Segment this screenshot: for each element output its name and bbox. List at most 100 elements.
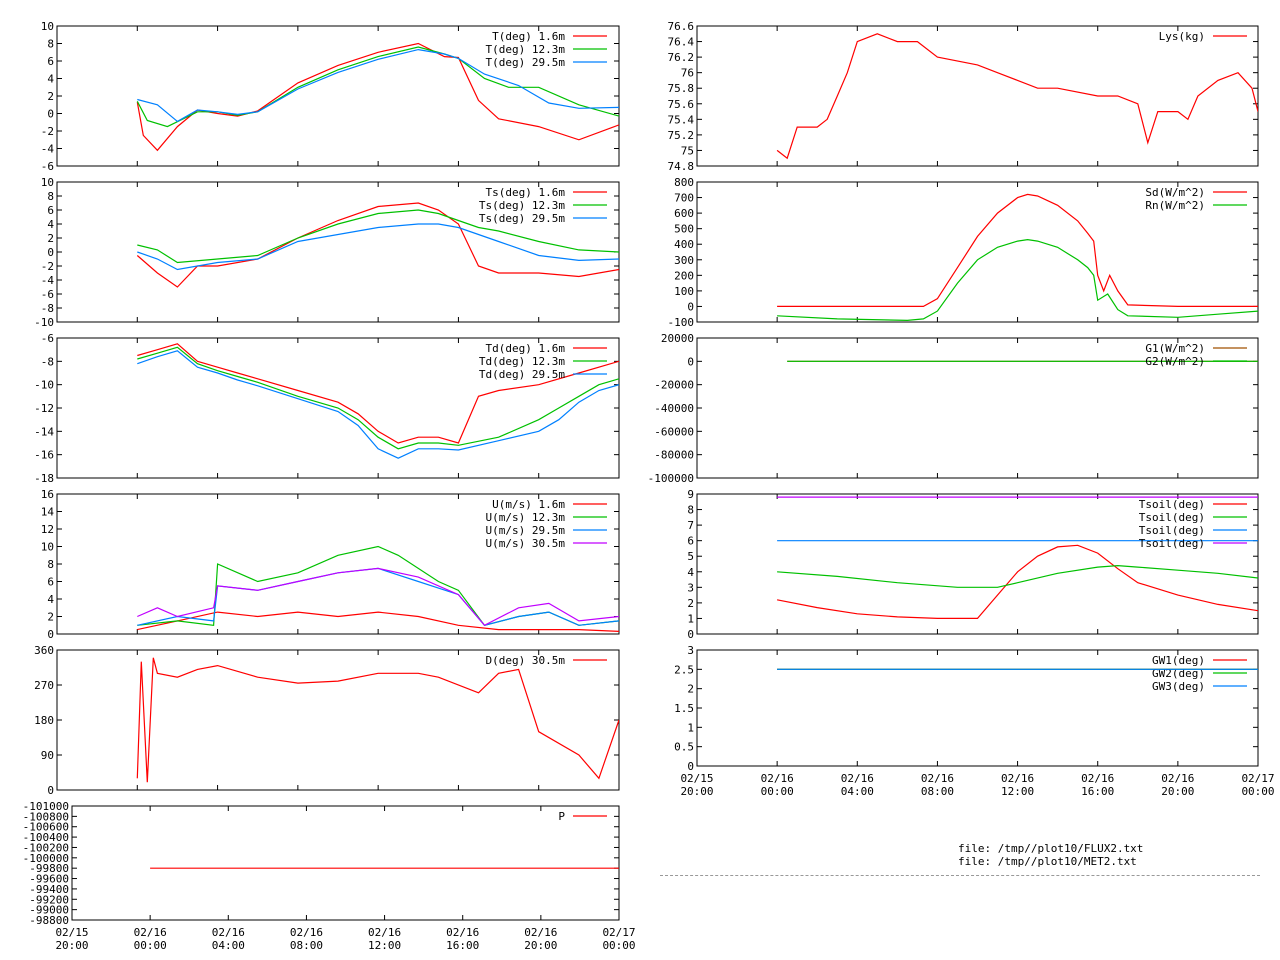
x-tick-time: 00:00 bbox=[134, 939, 167, 952]
y-tick-label: -40000 bbox=[654, 402, 694, 415]
y-tick-label: 7 bbox=[687, 519, 694, 532]
y-tick-label: 9 bbox=[687, 488, 694, 501]
x-tick-time: 12:00 bbox=[1001, 785, 1034, 798]
legend-label: Rn(W/m^2) bbox=[1145, 199, 1205, 212]
x-tick-date: 02/16 bbox=[134, 926, 167, 939]
legend-label: D(deg) 30.5m bbox=[486, 654, 566, 667]
legend-label: T(deg) 29.5m bbox=[486, 56, 566, 69]
x-tick-date: 02/16 bbox=[921, 772, 954, 785]
y-tick-label: 5 bbox=[687, 550, 694, 563]
y-tick-label: -60000 bbox=[654, 425, 694, 438]
x-tick-date: 02/17 bbox=[602, 926, 635, 939]
y-tick-label: 3 bbox=[687, 581, 694, 594]
file-label-met: file: /tmp//plot10/MET2.txt bbox=[958, 855, 1137, 868]
y-tick-label: -100 bbox=[668, 316, 695, 329]
y-tick-label: 4 bbox=[47, 73, 54, 86]
y-tick-label: -100600 bbox=[23, 821, 69, 834]
y-tick-label: 0.5 bbox=[674, 741, 694, 754]
x-tick-date: 02/16 bbox=[446, 926, 479, 939]
plot-frame bbox=[696, 25, 1259, 167]
series-line-0 bbox=[136, 42, 619, 152]
legend-label: G1(W/m^2) bbox=[1145, 342, 1205, 355]
legend-label: T(deg) 12.3m bbox=[486, 43, 566, 56]
x-tick-date: 02/16 bbox=[1001, 772, 1034, 785]
y-tick-label: 1 bbox=[687, 612, 694, 625]
y-tick-label: 76.4 bbox=[668, 36, 695, 49]
y-tick-label: 76.6 bbox=[668, 20, 695, 33]
legend-label: Tsoil(deg) bbox=[1139, 511, 1205, 524]
y-tick-label: -80000 bbox=[654, 449, 694, 462]
y-tick-label: -100200 bbox=[23, 841, 69, 854]
legend-label: T(deg) 1.6m bbox=[492, 30, 565, 43]
y-tick-label: 2 bbox=[687, 597, 694, 610]
x-tick-date: 02/15 bbox=[680, 772, 713, 785]
y-tick-label: 75.2 bbox=[668, 129, 695, 142]
y-tick-label: 0 bbox=[687, 760, 694, 773]
y-tick-label: -100000 bbox=[23, 852, 69, 865]
legend-label: U(m/s) 30.5m bbox=[486, 537, 566, 550]
y-tick-label: -99600 bbox=[29, 873, 69, 886]
x-tick-time: 20:00 bbox=[1161, 785, 1194, 798]
x-tick-time: 16:00 bbox=[446, 939, 479, 952]
y-tick-label: 12 bbox=[41, 523, 54, 536]
y-tick-label: -14 bbox=[34, 425, 54, 438]
y-tick-label: -10 bbox=[34, 379, 54, 392]
y-tick-label: -12 bbox=[34, 402, 54, 415]
y-tick-label: -99400 bbox=[29, 883, 69, 896]
x-tick-time: 20:00 bbox=[680, 785, 713, 798]
legend-label: Td(deg) 29.5m bbox=[479, 368, 565, 381]
x-tick-time: 08:00 bbox=[290, 939, 323, 952]
legend-label: Ts(deg) 1.6m bbox=[486, 186, 566, 199]
x-tick-time: 00:00 bbox=[761, 785, 794, 798]
legend-label: Tsoil(deg) bbox=[1139, 537, 1205, 550]
series-line-2 bbox=[137, 223, 619, 271]
y-tick-label: -100800 bbox=[23, 810, 69, 823]
y-tick-label: 6 bbox=[687, 535, 694, 548]
legend-label: U(m/s) 12.3m bbox=[486, 511, 566, 524]
x-tick-date: 02/16 bbox=[1081, 772, 1114, 785]
series-line-2 bbox=[137, 48, 619, 123]
y-tick-label: 2 bbox=[687, 683, 694, 696]
legend-label: Tsoil(deg) bbox=[1139, 524, 1205, 537]
y-tick-label: 700 bbox=[674, 192, 694, 205]
y-tick-label: 180 bbox=[34, 714, 54, 727]
series-line-0 bbox=[136, 657, 619, 783]
y-tick-label: 270 bbox=[34, 679, 54, 692]
legend-label: Td(deg) 12.3m bbox=[479, 355, 565, 368]
legend-label: P bbox=[558, 810, 565, 823]
y-tick-label: -99200 bbox=[29, 893, 69, 906]
y-tick-label: -100400 bbox=[23, 831, 69, 844]
series-line-0 bbox=[776, 33, 1258, 160]
x-tick-date: 02/16 bbox=[1161, 772, 1194, 785]
y-tick-label: 14 bbox=[41, 506, 55, 519]
plot-frame bbox=[71, 805, 620, 921]
x-tick-date: 02/16 bbox=[841, 772, 874, 785]
y-tick-label: 500 bbox=[674, 223, 694, 236]
legend-label: Tsoil(deg) bbox=[1139, 498, 1205, 511]
y-tick-label: 6 bbox=[47, 576, 54, 589]
y-tick-label: 6 bbox=[47, 55, 54, 68]
legend-label: Ts(deg) 12.3m bbox=[479, 199, 565, 212]
x-tick-time: 00:00 bbox=[602, 939, 635, 952]
y-tick-label: -6 bbox=[41, 332, 54, 345]
y-tick-label: 100 bbox=[674, 285, 694, 298]
y-tick-label: 10 bbox=[41, 176, 54, 189]
y-tick-label: -99800 bbox=[29, 862, 69, 875]
y-tick-label: 800 bbox=[674, 176, 694, 189]
panel-10: 32.521.510.5002/1520:0002/1600:0002/1604… bbox=[674, 644, 1274, 798]
x-tick-date: 02/16 bbox=[524, 926, 557, 939]
y-tick-label: 75.4 bbox=[668, 113, 695, 126]
x-tick-date: 02/17 bbox=[1241, 772, 1274, 785]
series-line-1 bbox=[137, 209, 619, 264]
series-line-0 bbox=[137, 343, 619, 444]
series-line-2 bbox=[137, 567, 619, 626]
y-tick-label: 0 bbox=[47, 628, 54, 641]
y-tick-label: 10 bbox=[41, 541, 54, 554]
x-tick-time: 12:00 bbox=[368, 939, 401, 952]
y-tick-label: 8 bbox=[687, 504, 694, 517]
y-tick-label: -100000 bbox=[648, 472, 694, 485]
y-tick-label: -10 bbox=[34, 316, 54, 329]
panel-7: 800 700 600 500 400 300 200 100 0 -100 Sd(W/m^2)Rn… bbox=[668, 176, 1259, 329]
y-tick-label: 300 bbox=[674, 254, 694, 267]
panel-6: 76.6 76.4 76.2 76 75.8 75.6 75.4 75.2 75 74.8 Lys(… bbox=[668, 20, 1259, 173]
